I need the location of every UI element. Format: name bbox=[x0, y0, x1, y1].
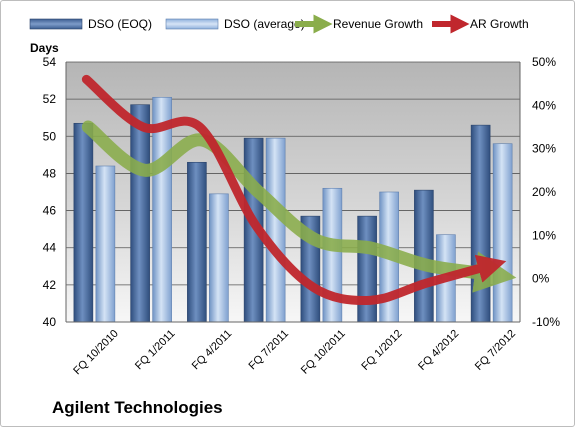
company-title: Agilent Technologies bbox=[52, 398, 223, 417]
y-left-tick-label: 52 bbox=[43, 92, 57, 106]
legend-swatch-dso-eoq bbox=[29, 18, 83, 30]
x-tick-label: FQ 4/2012 bbox=[416, 328, 461, 373]
bar-dso-eoq bbox=[73, 122, 94, 323]
x-tick-label: FQ 1/2011 bbox=[133, 328, 178, 373]
revenue-growth-line bbox=[81, 120, 517, 293]
legend-label: AR Growth bbox=[470, 17, 529, 31]
bar-dso-average bbox=[265, 137, 286, 323]
y-left-tick-label: 48 bbox=[43, 166, 57, 180]
bar-dso-eoq bbox=[187, 161, 207, 323]
x-tick-label: FQ 7/2011 bbox=[246, 328, 291, 373]
bar-dso-eoq bbox=[130, 104, 150, 323]
ar-growth-line bbox=[81, 74, 507, 305]
bar-dso-eoq bbox=[470, 124, 491, 323]
y-right-tick-label: -10% bbox=[532, 315, 560, 329]
y-right-tick-label: 0% bbox=[532, 272, 550, 286]
bar-dso-eoq bbox=[357, 215, 377, 323]
legend-label: Revenue Growth bbox=[333, 17, 423, 31]
y-right-tick-label: 20% bbox=[532, 185, 556, 199]
y-left-tick-label: 54 bbox=[43, 55, 57, 69]
x-tick-label: FQ 4/2011 bbox=[190, 328, 235, 373]
y-left-tick-label: 44 bbox=[43, 241, 57, 255]
y-left-tick-label: 50 bbox=[43, 129, 57, 143]
x-tick-label: FQ 10/2011 bbox=[299, 328, 348, 377]
y-left-tick-label: 40 bbox=[43, 315, 57, 329]
y-left-tick-label: 42 bbox=[43, 278, 57, 292]
y-right-tick-label: 40% bbox=[532, 98, 556, 112]
x-tick-label: FQ 7/2012 bbox=[473, 328, 518, 373]
y-right-tick-label: 30% bbox=[532, 142, 556, 156]
y-right-tick-label: 50% bbox=[532, 55, 556, 69]
bar-dso-average bbox=[492, 143, 513, 323]
x-tick-label: FQ 10/2010 bbox=[71, 328, 121, 378]
legend-label: DSO (average) bbox=[224, 17, 305, 31]
x-tick-label: FQ 1/2012 bbox=[359, 328, 404, 373]
legend-swatch-dso-average bbox=[165, 18, 219, 30]
y-left-tick-label: 46 bbox=[43, 204, 57, 218]
legend-label: DSO (EOQ) bbox=[88, 17, 152, 31]
y-left-axis-label: Days bbox=[30, 41, 59, 55]
bar-dso-average bbox=[209, 193, 229, 323]
y-right-tick-label: 10% bbox=[532, 228, 556, 242]
bar-dso-average bbox=[95, 165, 116, 323]
